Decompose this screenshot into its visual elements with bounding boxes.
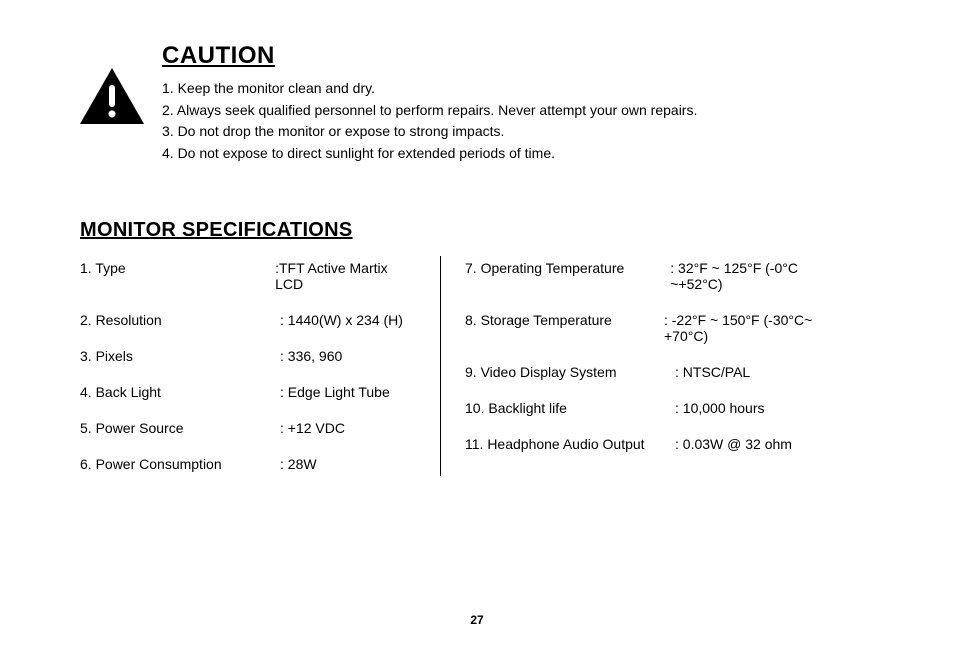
specs-table: 1. Type :TFT Active Martix LCD 2. Resolu… bbox=[80, 260, 874, 472]
spec-label: 11. Headphone Audio Output bbox=[465, 436, 675, 452]
spec-label: 4. Back Light bbox=[80, 384, 280, 400]
page-number: 27 bbox=[0, 613, 954, 627]
caution-section: CAUTION 1. Keep the monitor clean and dr… bbox=[80, 42, 874, 165]
spec-value: : 1440(W) x 234 (H) bbox=[280, 312, 403, 328]
spec-label: 2. Resolution bbox=[80, 312, 280, 328]
spec-label: 3. Pixels bbox=[80, 348, 280, 364]
spec-row: 9. Video Display System : NTSC/PAL bbox=[465, 364, 850, 380]
spec-label: 6. Power Consumption bbox=[80, 456, 280, 472]
spec-value: : Edge Light Tube bbox=[280, 384, 390, 400]
spec-value: : -22°F ~ 150°F (-30°C~ +70°C) bbox=[664, 312, 850, 344]
specs-column-left: 1. Type :TFT Active Martix LCD 2. Resolu… bbox=[80, 260, 440, 472]
spec-row: 6. Power Consumption : 28W bbox=[80, 456, 416, 472]
specs-title: MONITOR SPECIFICATIONS bbox=[80, 219, 874, 242]
spec-row: 10. Backlight life : 10,000 hours bbox=[465, 400, 850, 416]
spec-value: : 0.03W @ 32 ohm bbox=[675, 436, 792, 452]
spec-value: : 28W bbox=[280, 456, 317, 472]
spec-row: 2. Resolution : 1440(W) x 234 (H) bbox=[80, 312, 416, 328]
spec-row: 11. Headphone Audio Output : 0.03W @ 32 … bbox=[465, 436, 850, 452]
caution-body: CAUTION 1. Keep the monitor clean and dr… bbox=[162, 42, 874, 165]
spec-value: : 336, 960 bbox=[280, 348, 342, 364]
spec-label: 9. Video Display System bbox=[465, 364, 675, 380]
spec-row: 5. Power Source : +12 VDC bbox=[80, 420, 416, 436]
warning-icon bbox=[80, 42, 144, 129]
spec-row: 4. Back Light : Edge Light Tube bbox=[80, 384, 416, 400]
spec-row: 8. Storage Temperature : -22°F ~ 150°F (… bbox=[465, 312, 850, 344]
spec-value: : NTSC/PAL bbox=[675, 364, 750, 380]
caution-list: 1. Keep the monitor clean and dry. 2. Al… bbox=[162, 78, 874, 165]
spec-value: : 10,000 hours bbox=[675, 400, 765, 416]
spec-label: 10. Backlight life bbox=[465, 400, 675, 416]
spec-row: 1. Type :TFT Active Martix LCD bbox=[80, 260, 416, 292]
caution-item: 2. Always seek qualified personnel to pe… bbox=[162, 100, 874, 122]
spec-label: 5. Power Source bbox=[80, 420, 280, 436]
spec-label: 7. Operating Temperature bbox=[465, 260, 670, 292]
caution-title: CAUTION bbox=[162, 42, 874, 70]
manual-page: CAUTION 1. Keep the monitor clean and dr… bbox=[0, 0, 954, 657]
caution-item: 4. Do not expose to direct sunlight for … bbox=[162, 143, 874, 165]
specs-column-right: 7. Operating Temperature : 32°F ~ 125°F … bbox=[441, 260, 874, 472]
spec-label: 8. Storage Temperature bbox=[465, 312, 664, 344]
caution-item: 1. Keep the monitor clean and dry. bbox=[162, 78, 874, 100]
spec-value: : 32°F ~ 125°F (-0°C ~+52°C) bbox=[670, 260, 850, 292]
spec-value: : +12 VDC bbox=[280, 420, 345, 436]
spec-row: 7. Operating Temperature : 32°F ~ 125°F … bbox=[465, 260, 850, 292]
caution-item: 3. Do not drop the monitor or expose to … bbox=[162, 121, 874, 143]
spec-row: 3. Pixels : 336, 960 bbox=[80, 348, 416, 364]
spec-label: 1. Type bbox=[80, 260, 275, 292]
spec-value: :TFT Active Martix LCD bbox=[275, 260, 416, 292]
